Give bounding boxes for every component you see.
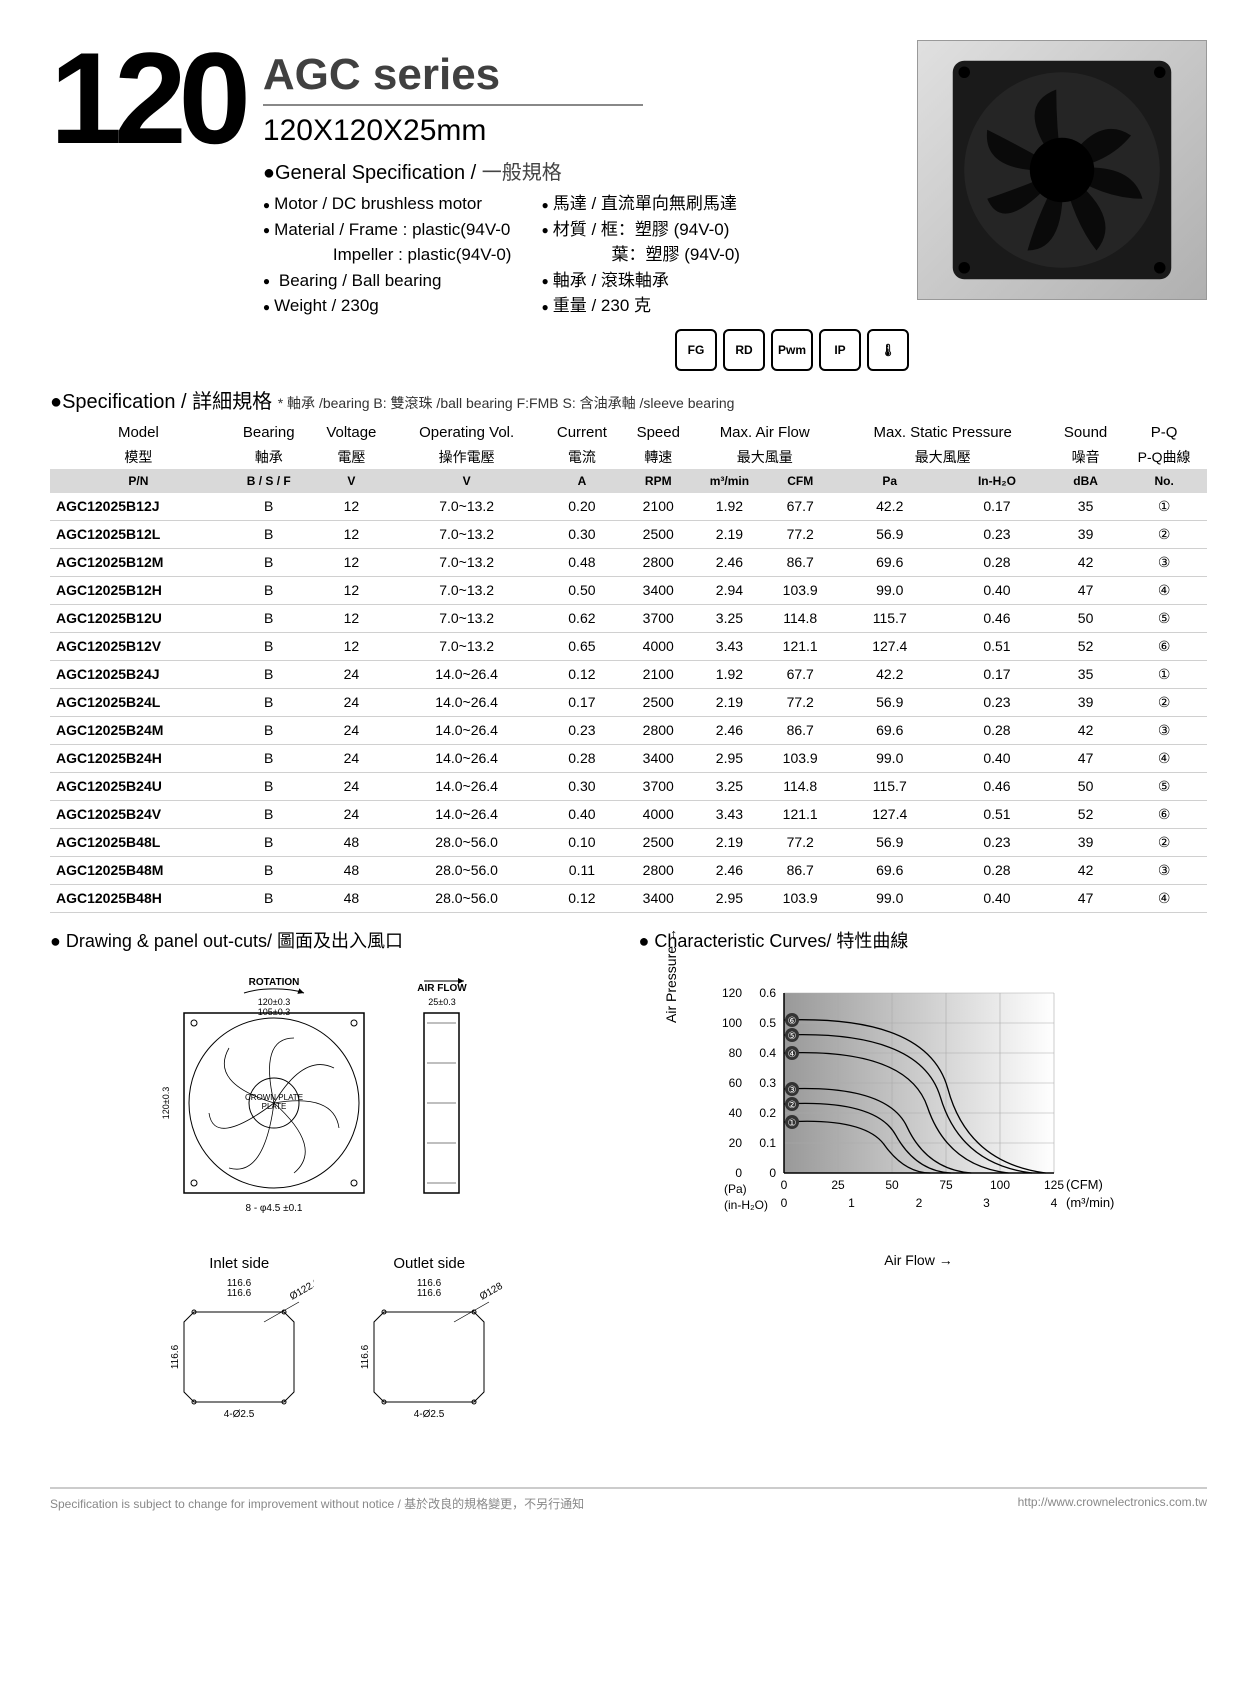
svg-text:1: 1 xyxy=(848,1196,855,1210)
svg-text:0: 0 xyxy=(735,1166,742,1180)
badge-pwm: Pwm xyxy=(771,329,813,371)
table-row: AGC12025B12JB127.0~13.20.2021001.9267.74… xyxy=(50,493,1207,521)
svg-text:(in-H₂O): (in-H₂O) xyxy=(724,1198,768,1212)
svg-text:120: 120 xyxy=(721,986,741,1000)
footer-right: http://www.crownelectronics.com.tw xyxy=(1018,1495,1207,1512)
inlet-cut: Inlet side 116.6 116.6 Ø122.6 116.6 4-Ø2… xyxy=(164,1255,314,1427)
dimensions: 120X120X25mm xyxy=(263,114,897,148)
svg-text:116.6: 116.6 xyxy=(227,1288,252,1299)
svg-text:⑤: ⑤ xyxy=(787,1031,796,1042)
svg-text:Ø128: Ø128 xyxy=(478,1280,504,1302)
svg-text:60: 60 xyxy=(728,1076,742,1090)
table-row: AGC12025B48HB4828.0~56.00.1234002.95103.… xyxy=(50,884,1207,912)
drawing-title: ● Drawing & panel out-cuts/ 圖面及出入風口 xyxy=(50,927,619,953)
x-axis-label: Air Flow → xyxy=(699,1252,1139,1268)
table-row: AGC12025B12MB127.0~13.20.4828002.4686.76… xyxy=(50,548,1207,576)
svg-text:2: 2 xyxy=(915,1196,922,1210)
feature-badges: FG RD Pwm IP 🌡 xyxy=(50,329,1207,371)
badge-rd: RD xyxy=(723,329,765,371)
svg-text:8 - φ4.5 ±0.1: 8 - φ4.5 ±0.1 xyxy=(246,1203,303,1214)
svg-text:100: 100 xyxy=(721,1016,741,1030)
svg-text:40: 40 xyxy=(728,1106,742,1120)
y-axis-label: Air Pressure → xyxy=(663,928,679,1023)
svg-text:100: 100 xyxy=(989,1178,1009,1192)
model-number: 120 xyxy=(50,40,243,157)
svg-text:0.5: 0.5 xyxy=(759,1016,776,1030)
table-row: AGC12025B24UB2414.0~26.40.3037003.25114.… xyxy=(50,772,1207,800)
svg-text:①: ① xyxy=(787,1118,796,1129)
svg-text:4: 4 xyxy=(1050,1196,1057,1210)
svg-text:20: 20 xyxy=(728,1136,742,1150)
table-row: AGC12025B48MB4828.0~56.00.1128002.4686.7… xyxy=(50,856,1207,884)
badge-temp: 🌡 xyxy=(867,329,909,371)
svg-text:(CFM): (CFM) xyxy=(1066,1177,1103,1192)
svg-text:③: ③ xyxy=(787,1085,796,1096)
svg-text:ROTATION: ROTATION xyxy=(249,977,300,988)
svg-text:25±0.3: 25±0.3 xyxy=(429,997,456,1007)
svg-text:AIR FLOW: AIR FLOW xyxy=(418,983,468,994)
svg-text:120±0.3: 120±0.3 xyxy=(161,1086,171,1118)
svg-text:3: 3 xyxy=(983,1196,990,1210)
svg-text:116.6: 116.6 xyxy=(360,1344,371,1369)
gen-spec-en: ●General Specification xyxy=(263,162,465,184)
svg-text:0: 0 xyxy=(780,1196,787,1210)
spec-col-en: Motor / DC brushless motor Material / Fr… xyxy=(263,191,512,319)
table-row: AGC12025B12VB127.0~13.20.6540003.43121.1… xyxy=(50,632,1207,660)
badge-fg: FG xyxy=(675,329,717,371)
svg-text:0.6: 0.6 xyxy=(759,986,776,1000)
table-row: AGC12025B24JB2414.0~26.40.1221001.9267.7… xyxy=(50,660,1207,688)
svg-text:0: 0 xyxy=(769,1166,776,1180)
svg-text:75: 75 xyxy=(939,1178,953,1192)
svg-text:25: 25 xyxy=(831,1178,845,1192)
svg-text:0.4: 0.4 xyxy=(759,1046,776,1060)
gen-spec-cn: 一般規格 xyxy=(482,162,562,184)
table-row: AGC12025B12UB127.0~13.20.6237003.25114.8… xyxy=(50,604,1207,632)
series-title: AGC series xyxy=(263,50,643,106)
svg-text:0: 0 xyxy=(780,1178,787,1192)
footer-left: Specification is subject to change for i… xyxy=(50,1495,584,1512)
svg-text:120±0.3: 120±0.3 xyxy=(258,997,290,1007)
svg-text:116.6: 116.6 xyxy=(417,1288,442,1299)
svg-text:⑥: ⑥ xyxy=(787,1016,796,1027)
svg-text:0.2: 0.2 xyxy=(759,1106,776,1120)
svg-text:116.6: 116.6 xyxy=(170,1344,181,1369)
curves-title: ● Characteristic Curves/ 特性曲線 xyxy=(639,927,1208,953)
svg-text:50: 50 xyxy=(885,1178,899,1192)
badge-ip: IP xyxy=(819,329,861,371)
svg-text:(m³/min): (m³/min) xyxy=(1066,1195,1114,1210)
svg-text:②: ② xyxy=(787,1100,796,1111)
svg-text:80: 80 xyxy=(728,1046,742,1060)
table-row: AGC12025B12HB127.0~13.20.5034002.94103.9… xyxy=(50,576,1207,604)
drawing-main: CROWN PLATE PLATE ROTATION 120±0.3 105±0… xyxy=(124,963,544,1243)
svg-text:4-Ø2.5: 4-Ø2.5 xyxy=(224,1409,255,1420)
table-row: AGC12025B24LB2414.0~26.40.1725002.1977.2… xyxy=(50,688,1207,716)
svg-text:Ø122.6: Ø122.6 xyxy=(288,1276,314,1302)
svg-text:4-Ø2.5: 4-Ø2.5 xyxy=(414,1409,445,1420)
spec-note: * 軸承 /bearing B: 雙滾珠 /ball bearing F:FMB… xyxy=(278,395,735,411)
table-row: AGC12025B24HB2414.0~26.40.2834002.95103.… xyxy=(50,744,1207,772)
svg-text:125: 125 xyxy=(1043,1178,1063,1192)
table-row: AGC12025B12LB127.0~13.20.3025002.1977.25… xyxy=(50,520,1207,548)
product-image xyxy=(917,40,1207,300)
outlet-cut: Outlet side 116.6 116.6 Ø128 116.6 4-Ø2.… xyxy=(354,1255,504,1427)
spec-col-cn: 馬達 / 直流單向無刷馬達 材質 / 框：塑膠 (94V-0) 葉：塑膠 (94… xyxy=(541,191,739,319)
svg-text:0.3: 0.3 xyxy=(759,1076,776,1090)
svg-text:(Pa): (Pa) xyxy=(724,1182,747,1196)
svg-text:④: ④ xyxy=(787,1049,796,1060)
table-row: AGC12025B24MB2414.0~26.40.2328002.4686.7… xyxy=(50,716,1207,744)
spec-title: ●Specification / 詳細規格 xyxy=(50,391,272,413)
svg-text:0.1: 0.1 xyxy=(759,1136,776,1150)
table-row: AGC12025B24VB2414.0~26.40.4040003.43121.… xyxy=(50,800,1207,828)
svg-text:105±0.3: 105±0.3 xyxy=(258,1007,290,1017)
spec-table: ModelBearingVoltageOperating Vol.Current… xyxy=(50,420,1207,913)
table-row: AGC12025B48LB4828.0~56.00.1025002.1977.2… xyxy=(50,828,1207,856)
pq-chart: 00200.1400.2600.3800.41000.51200.6025507… xyxy=(699,963,1139,1243)
